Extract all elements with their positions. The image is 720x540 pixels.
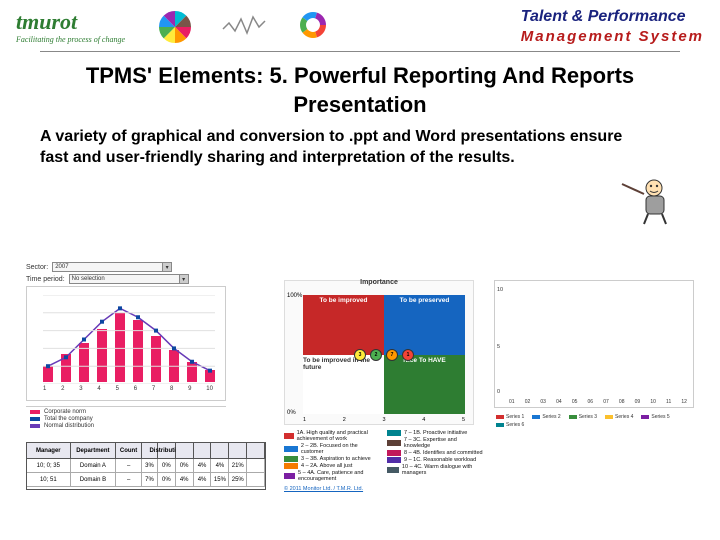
gb-ybot: 0 xyxy=(497,389,500,395)
quadrant-cell: Nice To HAVE xyxy=(384,355,465,415)
quad-y-top: 100% xyxy=(287,293,302,299)
gb-ytop: 10 xyxy=(497,287,503,293)
grouped-bar-chart: 10 5 0 010203040506070809101112 xyxy=(494,280,694,408)
header-line1: Talent & Performance xyxy=(521,8,704,26)
body-text: A variety of graphical and conversion to… xyxy=(0,125,720,175)
period-label: Time period: xyxy=(26,276,65,283)
logo-block: tmurot Facilitating the process of chang… xyxy=(16,9,125,44)
grouped-bar-legend: Series 1Series 2Series 3Series 4Series 5… xyxy=(494,412,694,430)
sector-label: Sector: xyxy=(26,264,48,271)
filter-controls: Sector: 2007 ▾ Time period: No selection… xyxy=(26,262,226,286)
sector-select[interactable]: 2007 ▾ xyxy=(52,262,172,272)
header: tmurot Facilitating the process of chang… xyxy=(0,0,720,49)
header-icon-row xyxy=(157,9,329,45)
teacher-icon xyxy=(618,170,674,226)
donut-icon xyxy=(297,9,329,41)
quadrant-cell: To be preserved xyxy=(384,295,465,355)
sparkline-icon xyxy=(221,9,269,41)
quadrant-cell: To be improved xyxy=(303,295,384,355)
gb-ymid: 5 xyxy=(497,344,500,350)
quadrant-cell: To be improved in the future xyxy=(303,355,384,415)
pie-icon xyxy=(157,9,193,45)
quadrant-chart: Importance 100% 0% To be improvedTo be p… xyxy=(284,280,474,425)
barline-chart: 12345678910 xyxy=(26,286,226,401)
period-select[interactable]: No selection ▾ xyxy=(69,274,189,284)
chevron-down-icon: ▾ xyxy=(162,263,171,271)
logo-text: tmurot xyxy=(16,9,125,35)
legend-footer: © 2011 Monitor Ltd. / T.M.R. Ltd. xyxy=(284,486,484,492)
numbered-legend: 1A. High quality and practical achieveme… xyxy=(284,430,484,500)
page-title: TPMS' Elements: 5. Powerful Reporting An… xyxy=(0,52,720,125)
period-value: No selection xyxy=(72,276,105,282)
chevron-down-icon: ▾ xyxy=(179,275,188,283)
charts-region: Sector: 2007 ▾ Time period: No selection… xyxy=(26,280,694,530)
header-title-block: Talent & Performance Management System xyxy=(521,8,704,45)
quadrant-top-label: Importance xyxy=(285,279,473,286)
barline-legend: Corporate normTotal the companyNormal di… xyxy=(26,406,226,432)
quad-y-bot: 0% xyxy=(287,410,296,416)
logo-subtitle: Facilitating the process of change xyxy=(16,35,125,44)
quad-xaxis: 12345 xyxy=(303,417,465,423)
sector-value: 2007 xyxy=(55,264,68,270)
header-line2: Management System xyxy=(521,28,704,45)
manager-table: ManagerDepartmentCountDistribution10; 0;… xyxy=(26,442,266,490)
